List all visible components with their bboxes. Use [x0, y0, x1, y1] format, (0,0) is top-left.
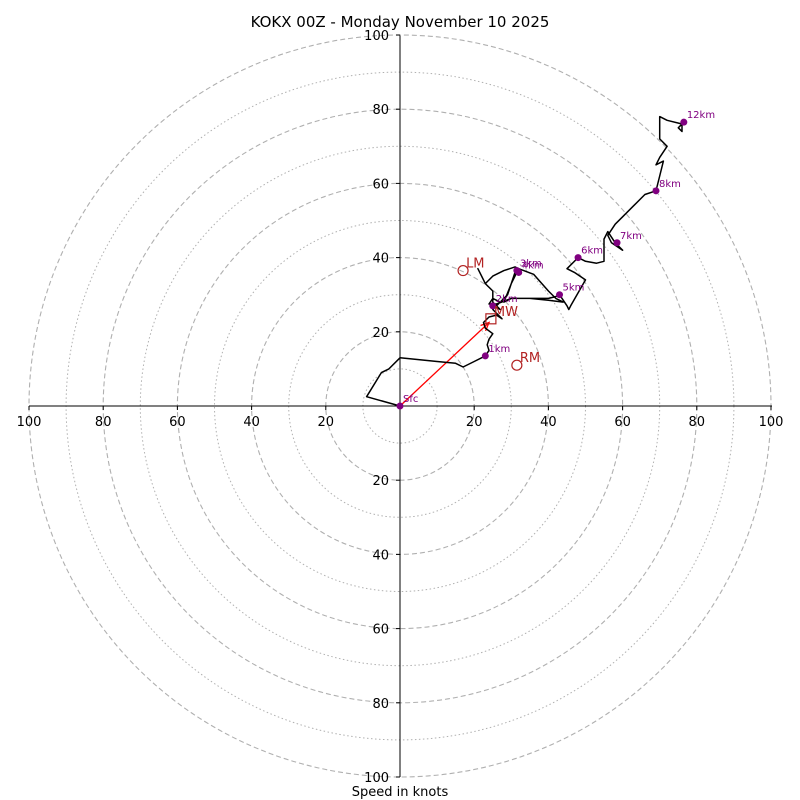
x-tick-label-left-40: 40: [243, 415, 260, 430]
x-axis-label: Speed in knots: [352, 785, 449, 800]
y-tick-label-bottom-80: 80: [372, 697, 389, 712]
height-marker-1km: [481, 352, 489, 360]
height-marker-5km: [556, 291, 564, 299]
height-label-12km: 12km: [687, 110, 715, 121]
x-tick-label-right-80: 80: [689, 415, 706, 430]
storm-motion-markers: [457, 264, 523, 371]
storm-motion-lm-label: LM: [466, 257, 484, 272]
y-tick-label-bottom-100: 100: [364, 771, 389, 786]
x-tick-label-left-100: 100: [17, 415, 42, 430]
storm-motion-mw-marker: [485, 313, 497, 325]
y-tick-label-bottom-40: 40: [372, 548, 389, 563]
x-tick-label-left-20: 20: [318, 415, 335, 430]
height-label-2km: 2km: [496, 294, 518, 305]
x-tick-label-right-20: 20: [466, 415, 483, 430]
x-tick-label-left-60: 60: [169, 415, 186, 430]
storm-motion-labels: LM RM MW: [466, 257, 540, 367]
storm-motion-rm-label: RM: [520, 351, 540, 366]
height-marker-8km: [652, 187, 660, 195]
height-label-sfc: Sfc: [403, 394, 418, 405]
height-marker-labels: Sfc 1km 2km 3km 4km 5km 6km 7km 8km 12km: [403, 110, 715, 405]
mean-wind-arrow-shaft: [399, 322, 490, 407]
x-tick-label-right-60: 60: [614, 415, 631, 430]
chart-title: KOKX 00Z - Monday November 10 2025: [251, 13, 550, 31]
height-markers: [396, 118, 688, 410]
height-label-5km: 5km: [563, 283, 585, 294]
tick-marks: [28, 34, 772, 778]
height-label-7km: 7km: [620, 231, 642, 242]
x-tick-label-right-40: 40: [540, 415, 557, 430]
y-tick-label-top-100: 100: [364, 29, 389, 44]
height-label-6km: 6km: [581, 246, 603, 257]
x-tick-label-right-100: 100: [759, 415, 784, 430]
y-tick-label-top-40: 40: [372, 252, 389, 267]
height-label-4km: 4km: [522, 260, 544, 271]
height-marker-sfc: [396, 402, 404, 410]
height-marker-2km: [489, 302, 497, 310]
storm-motion-mw-label: MW: [494, 305, 518, 320]
height-label-8km: 8km: [659, 179, 681, 190]
height-marker-6km: [574, 254, 582, 262]
y-tick-label-top-20: 20: [372, 326, 389, 341]
height-label-3km: 3km: [520, 259, 542, 270]
height-marker-7km: [613, 239, 621, 247]
y-tick-label-bottom-60: 60: [372, 623, 389, 638]
hodograph-trace: [365, 115, 687, 407]
y-tick-label-bottom-20: 20: [372, 474, 389, 489]
tick-labels: 100 80 60 40 20 20 40 60 80 100 100 80 6…: [17, 29, 784, 786]
height-marker-12km: [680, 118, 688, 126]
x-tick-label-left-80: 80: [95, 415, 112, 430]
height-label-1km: 1km: [488, 344, 510, 355]
storm-motion-rm-marker: [511, 359, 523, 371]
y-tick-label-top-60: 60: [372, 177, 389, 192]
y-tick-label-top-80: 80: [372, 103, 389, 118]
hodograph-trace-group: [365, 115, 687, 407]
storm-motion-lm-marker: [457, 264, 469, 277]
height-marker-4km: [515, 268, 523, 276]
